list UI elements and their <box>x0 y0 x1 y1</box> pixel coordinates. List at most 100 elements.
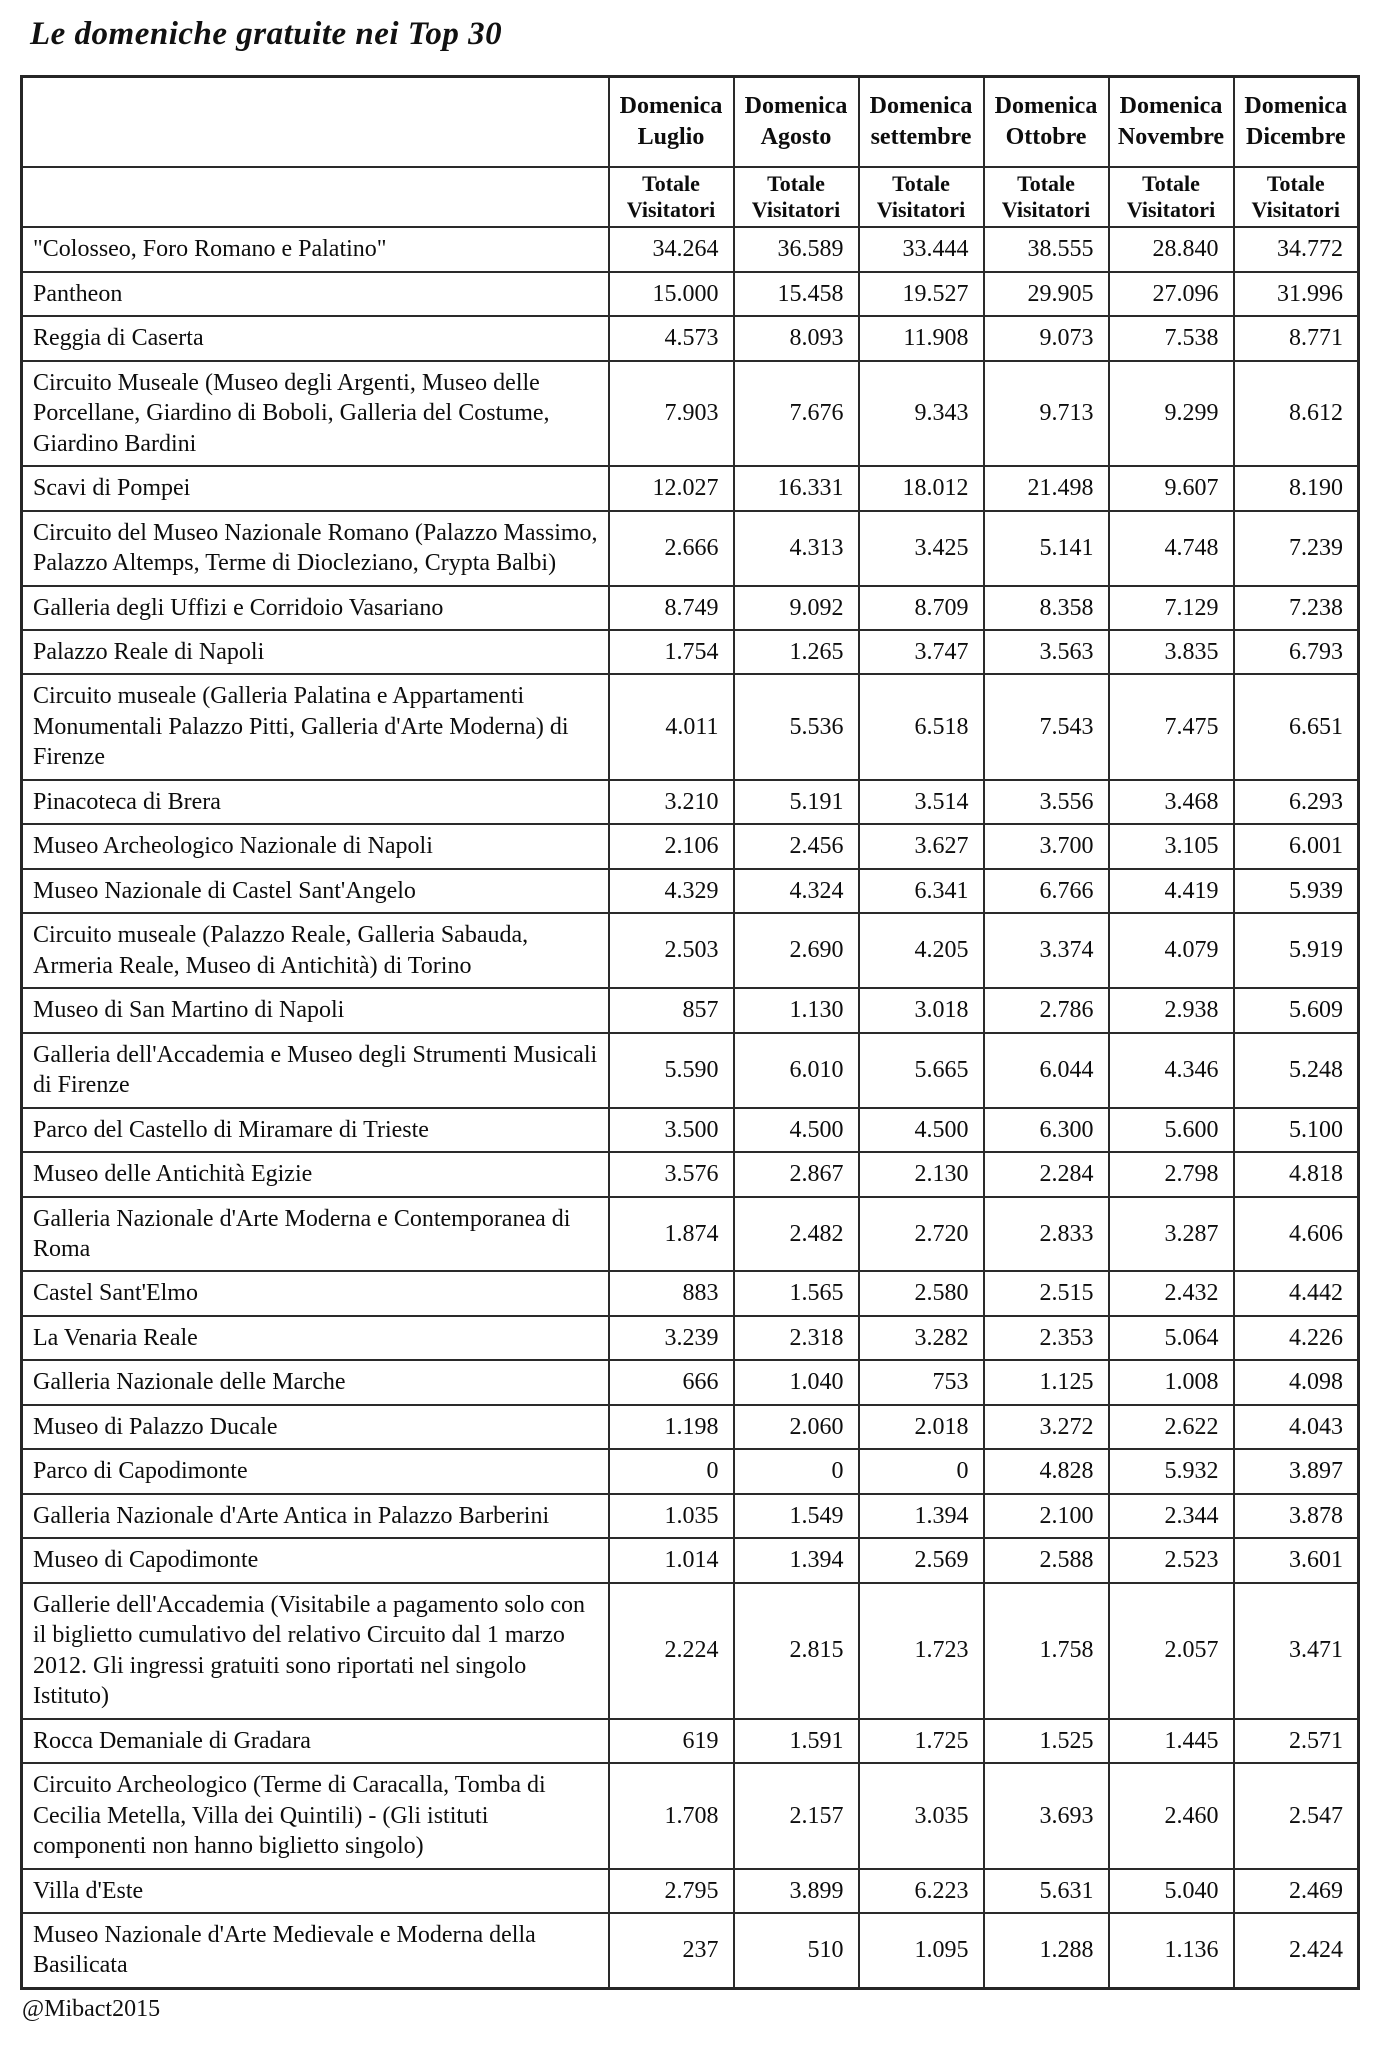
value-luglio: 8.749 <box>607 584 735 631</box>
museum-name: Museo di San Martino di Napoli <box>20 987 610 1034</box>
value-ottobre: 4.828 <box>982 1448 1110 1495</box>
value-agosto: 2.318 <box>732 1314 860 1362</box>
value-novembre: 3.835 <box>1107 628 1235 676</box>
value-luglio: 2.666 <box>607 509 735 587</box>
value-ottobre: 3.700 <box>982 823 1110 870</box>
value-luglio: 1.198 <box>607 1403 735 1451</box>
value-luglio: 4.573 <box>607 315 735 362</box>
value-settembre: 4.500 <box>857 1106 985 1154</box>
value-ottobre: 1.758 <box>982 1581 1110 1720</box>
museum-name: Circuito del Museo Nazionale Romano (Pal… <box>20 509 610 587</box>
value-ottobre: 2.786 <box>982 987 1110 1034</box>
value-dicembre: 5.939 <box>1232 867 1360 915</box>
value-luglio: 1.708 <box>607 1762 735 1870</box>
value-ottobre: 2.588 <box>982 1537 1110 1584</box>
corner-cell-bottom <box>20 166 610 229</box>
value-novembre: 2.798 <box>1107 1151 1235 1198</box>
value-settembre: 18.012 <box>857 465 985 512</box>
value-novembre: 7.129 <box>1107 584 1235 631</box>
museum-name: Palazzo Reale di Napoli <box>20 628 610 676</box>
value-dicembre: 6.793 <box>1232 628 1360 676</box>
value-dicembre: 3.897 <box>1232 1448 1360 1495</box>
value-ottobre: 7.543 <box>982 673 1110 781</box>
value-dicembre: 4.442 <box>1232 1270 1360 1317</box>
value-novembre: 2.057 <box>1107 1581 1235 1720</box>
table-row: Reggia di Caserta 4.573 8.093 11.908 9.0… <box>20 315 1360 362</box>
table-row: Pinacoteca di Brera 3.210 5.191 3.514 3.… <box>20 778 1360 826</box>
page-title: Le domeniche gratuite nei Top 30 <box>30 16 503 52</box>
museum-name: Galleria degli Uffizi e Corridoio Vasari… <box>20 584 610 631</box>
value-novembre: 1.008 <box>1107 1359 1235 1406</box>
value-dicembre: 5.919 <box>1232 912 1360 990</box>
value-settembre: 6.223 <box>857 1867 985 1914</box>
value-agosto: 36.589 <box>732 226 860 273</box>
value-dicembre: 3.601 <box>1232 1537 1360 1584</box>
value-settembre: 1.723 <box>857 1581 985 1720</box>
value-agosto: 1.394 <box>732 1537 860 1584</box>
value-settembre: 1.394 <box>857 1492 985 1540</box>
value-ottobre: 9.073 <box>982 315 1110 362</box>
value-agosto: 2.867 <box>732 1151 860 1198</box>
value-settembre: 3.514 <box>857 778 985 826</box>
value-luglio: 619 <box>607 1717 735 1765</box>
value-luglio: 883 <box>607 1270 735 1317</box>
museum-name: Parco di Capodimonte <box>20 1448 610 1495</box>
museum-name: "Colosseo, Foro Romano e Palatino" <box>20 226 610 273</box>
value-dicembre: 7.239 <box>1232 509 1360 587</box>
value-luglio: 34.264 <box>607 226 735 273</box>
value-agosto: 1.565 <box>732 1270 860 1317</box>
museum-name: Museo Nazionale di Castel Sant'Angelo <box>20 867 610 915</box>
value-agosto: 2.456 <box>732 823 860 870</box>
value-dicembre: 4.098 <box>1232 1359 1360 1406</box>
corner-cell-top <box>20 75 610 169</box>
museum-name: Galleria Nazionale d'Arte Moderna e Cont… <box>20 1195 610 1273</box>
value-ottobre: 29.905 <box>982 270 1110 318</box>
value-settembre: 0 <box>857 1448 985 1495</box>
museum-name: Museo di Palazzo Ducale <box>20 1403 610 1451</box>
value-ottobre: 3.374 <box>982 912 1110 990</box>
table-row: Circuito Archeologico (Terme di Caracall… <box>20 1762 1360 1870</box>
museum-name: Galleria dell'Accademia e Museo degli St… <box>20 1031 610 1109</box>
value-novembre: 5.040 <box>1107 1867 1235 1914</box>
value-luglio: 237 <box>607 1911 735 1990</box>
value-novembre: 4.419 <box>1107 867 1235 915</box>
value-ottobre: 2.515 <box>982 1270 1110 1317</box>
museum-name: Galleria Nazionale delle Marche <box>20 1359 610 1406</box>
value-luglio: 1.014 <box>607 1537 735 1584</box>
value-agosto: 1.265 <box>732 628 860 676</box>
value-agosto: 5.191 <box>732 778 860 826</box>
value-dicembre: 8.771 <box>1232 315 1360 362</box>
value-novembre: 1.445 <box>1107 1717 1235 1765</box>
value-luglio: 3.500 <box>607 1106 735 1154</box>
value-agosto: 0 <box>732 1448 860 1495</box>
value-settembre: 2.018 <box>857 1403 985 1451</box>
value-ottobre: 8.358 <box>982 584 1110 631</box>
subheader-totale-visitatori-1: Totale Visitatori <box>607 166 735 229</box>
value-settembre: 8.709 <box>857 584 985 631</box>
museum-name: Galleria Nazionale d'Arte Antica in Pala… <box>20 1492 610 1540</box>
value-novembre: 3.105 <box>1107 823 1235 870</box>
value-luglio: 2.795 <box>607 1867 735 1914</box>
value-novembre: 5.064 <box>1107 1314 1235 1362</box>
museum-name: Reggia di Caserta <box>20 315 610 362</box>
value-dicembre: 5.100 <box>1232 1106 1360 1154</box>
value-dicembre: 4.606 <box>1232 1195 1360 1273</box>
value-ottobre: 6.300 <box>982 1106 1110 1154</box>
value-agosto: 3.899 <box>732 1867 860 1914</box>
value-agosto: 4.324 <box>732 867 860 915</box>
value-ottobre: 1.125 <box>982 1359 1110 1406</box>
table-row: Galleria degli Uffizi e Corridoio Vasari… <box>20 584 1360 631</box>
table-row: Palazzo Reale di Napoli 1.754 1.265 3.74… <box>20 628 1360 676</box>
table-row: Museo Archeologico Nazionale di Napoli 2… <box>20 823 1360 870</box>
museum-name: Villa d'Este <box>20 1867 610 1914</box>
value-agosto: 2.690 <box>732 912 860 990</box>
value-ottobre: 5.631 <box>982 1867 1110 1914</box>
table-row: La Venaria Reale 3.239 2.318 3.282 2.353… <box>20 1314 1360 1362</box>
value-settembre: 4.205 <box>857 912 985 990</box>
subheader-totale-visitatori-3: Totale Visitatori <box>857 166 985 229</box>
value-novembre: 28.840 <box>1107 226 1235 273</box>
value-novembre: 2.523 <box>1107 1537 1235 1584</box>
value-ottobre: 2.284 <box>982 1151 1110 1198</box>
value-agosto: 2.060 <box>732 1403 860 1451</box>
value-agosto: 510 <box>732 1911 860 1990</box>
